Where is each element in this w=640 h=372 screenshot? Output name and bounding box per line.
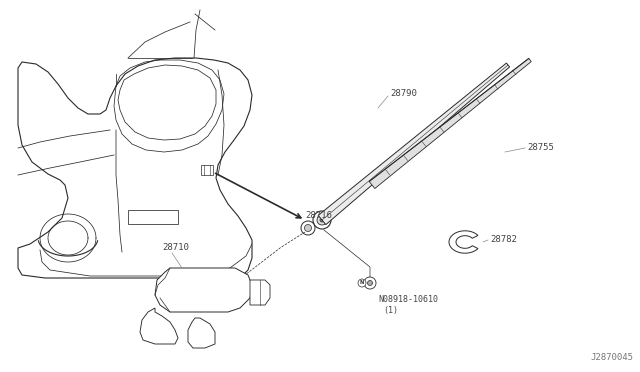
Polygon shape [250,280,270,305]
Polygon shape [155,268,252,312]
Circle shape [305,224,312,231]
Circle shape [201,286,209,294]
Polygon shape [18,58,252,278]
Text: 28755: 28755 [527,144,554,153]
Polygon shape [449,231,478,253]
Circle shape [204,167,210,173]
Circle shape [317,215,327,225]
Circle shape [313,211,331,229]
Text: 28782: 28782 [490,235,517,244]
Text: N: N [360,280,364,285]
Circle shape [195,280,215,300]
Polygon shape [140,308,178,344]
Polygon shape [188,318,215,348]
Text: N08918-10610: N08918-10610 [378,295,438,305]
Text: 28710: 28710 [162,244,189,253]
Polygon shape [318,63,509,225]
Text: 28716: 28716 [305,211,332,219]
Circle shape [154,330,162,338]
Text: (1): (1) [383,307,398,315]
Circle shape [367,280,372,285]
Text: J2870045: J2870045 [591,353,634,362]
Circle shape [301,221,315,235]
Polygon shape [201,165,213,175]
Text: 28790: 28790 [390,89,417,97]
Circle shape [187,272,223,308]
Circle shape [358,279,366,287]
Circle shape [320,218,324,222]
Polygon shape [369,58,531,189]
Circle shape [364,277,376,289]
Circle shape [198,334,206,342]
